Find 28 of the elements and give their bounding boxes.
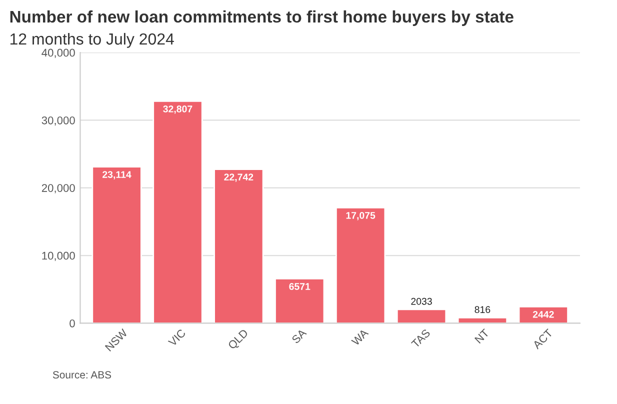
y-tick-label: 30,000 — [42, 116, 75, 126]
x-tick-label: SA — [291, 328, 307, 344]
data-label: 17,075 — [346, 212, 376, 220]
data-label: 6571 — [289, 283, 310, 290]
source-note: Source: ABS — [52, 371, 112, 379]
x-tick-label: NT — [474, 328, 490, 344]
x-tick-label: WA — [351, 328, 369, 346]
data-label: 2033 — [411, 298, 432, 305]
bar — [335, 206, 386, 324]
bar — [152, 100, 203, 324]
data-label: 22,742 — [224, 174, 254, 182]
data-label: 2442 — [532, 310, 554, 318]
bar — [274, 278, 325, 324]
y-tick-label: 40,000 — [42, 48, 75, 58]
x-tick-label: VIC — [168, 328, 186, 347]
x-tick-label: TAS — [410, 328, 431, 348]
bar — [214, 168, 264, 324]
y-tick-label: 10,000 — [42, 252, 75, 261]
x-tick-label: QLD — [228, 328, 250, 352]
bar — [396, 308, 447, 324]
chart-subtitle: 12 months to July 2024 — [10, 32, 174, 48]
y-tick-label: 20,000 — [42, 184, 75, 194]
data-label: 23,114 — [102, 171, 132, 180]
chart-title: Number of new loan commitments to first home buyers by state — [10, 10, 514, 26]
bar — [92, 166, 142, 324]
y-tick-label: 0 — [70, 319, 75, 328]
data-label: 816 — [474, 306, 490, 314]
data-label: 32,807 — [163, 106, 192, 114]
